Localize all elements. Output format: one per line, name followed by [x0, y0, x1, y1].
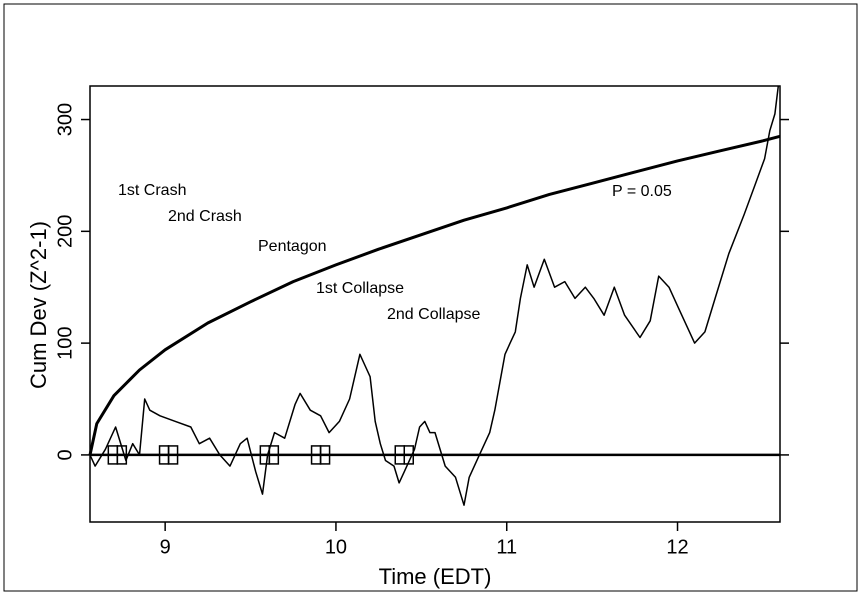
marker-square	[167, 445, 179, 465]
event-label: 1st Collapse	[316, 280, 404, 297]
x-tick-label: 10	[325, 536, 347, 558]
event-label: 2nd Collapse	[387, 306, 481, 323]
event-marker	[259, 445, 280, 465]
data-line	[88, 134, 781, 456]
y-axis-title: Cum Dev (Z^2-1)	[26, 221, 51, 389]
marker-square	[268, 445, 280, 465]
event-marker	[158, 445, 179, 465]
y-tick-label: 0	[54, 449, 76, 460]
x-tick-label: 11	[496, 536, 517, 558]
marker-square	[116, 445, 128, 465]
y-tick-label: 200	[54, 215, 76, 248]
curve-label: P = 0.05	[612, 183, 672, 200]
event-marker	[394, 445, 415, 465]
plot-frame	[89, 85, 781, 523]
x-axis-title: Time (EDT)	[379, 564, 492, 589]
event-marker	[107, 445, 128, 465]
y-tick-label: 300	[54, 103, 76, 136]
event-marker	[310, 445, 331, 465]
event-label: 1st Crash	[118, 182, 186, 199]
event-label: 2nd Crash	[168, 208, 242, 225]
x-tick-label: 12	[666, 536, 688, 558]
data-line	[89, 85, 780, 506]
x-tick-label: 9	[160, 536, 171, 558]
page-border	[3, 3, 858, 592]
marker-square	[403, 445, 415, 465]
y-tick-label: 100	[54, 326, 76, 359]
marker-square	[319, 445, 331, 465]
event-label: Pentagon	[258, 238, 327, 255]
